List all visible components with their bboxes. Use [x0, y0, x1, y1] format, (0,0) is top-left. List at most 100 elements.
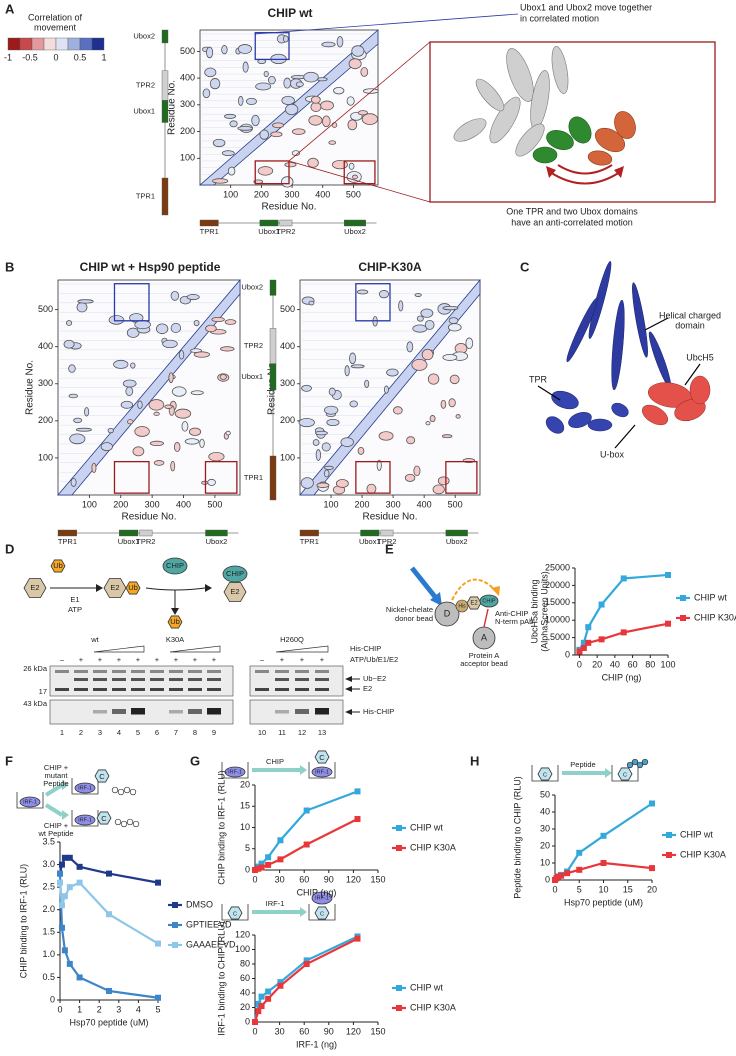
axis-label: Residue No.: [362, 512, 417, 523]
map-cluster: [77, 299, 94, 304]
map-cluster: [366, 483, 377, 494]
ubox1-green: [532, 146, 558, 164]
data-point: [61, 893, 68, 900]
domain-label: TPR1: [244, 473, 263, 482]
map-cluster: [237, 125, 253, 131]
helix-grey: [515, 123, 545, 157]
map-cluster: [170, 322, 182, 334]
domain-label: Ubox2: [206, 537, 228, 546]
pointer: [684, 363, 701, 386]
lane-number: 5: [136, 728, 140, 737]
data-point: [585, 639, 592, 646]
map-cluster: [153, 460, 165, 466]
ubox2-orange: [587, 150, 613, 166]
lane-number: 4: [117, 728, 121, 737]
legend-label: GAAAEEVD: [186, 939, 236, 949]
x-tick-label: 120: [346, 874, 361, 884]
map-cluster: [242, 61, 249, 73]
structure-label: domain: [675, 320, 705, 330]
domain-label: TPR1: [58, 537, 77, 546]
map-cluster: [134, 426, 150, 437]
lane-number: 2: [79, 728, 83, 737]
map-cluster: [134, 320, 151, 330]
data-point: [598, 601, 605, 608]
blot-band: [112, 688, 126, 691]
data-point: [576, 866, 583, 873]
ub-hex: [167, 615, 183, 629]
map-tick-label: 100: [82, 499, 97, 509]
y-tick-label: 5000: [550, 632, 570, 642]
map-cluster: [153, 411, 160, 417]
blot-band: [207, 670, 221, 673]
blot-band: [93, 710, 107, 714]
domain-label: TPR2: [276, 227, 295, 236]
colorbar-cell: [91, 37, 105, 51]
axis-label: Residue No.: [25, 360, 36, 415]
tpr-blue: [587, 418, 613, 432]
label: E2: [230, 587, 239, 596]
proximity-arc: [451, 578, 496, 601]
legend-label: CHIP wt: [410, 822, 443, 832]
data-point: [277, 982, 284, 989]
blot-band: [74, 678, 88, 681]
map-cluster: [441, 434, 453, 439]
data-point: [354, 935, 361, 942]
label: C: [319, 753, 325, 762]
panel-title: CHIP wt + Hsp90 peptide: [80, 260, 221, 274]
blot-band: [275, 678, 289, 681]
data-point: [265, 861, 272, 868]
data-point: [255, 865, 262, 872]
domain-block: [199, 219, 219, 227]
legend-marker: [666, 852, 672, 858]
chip-oval: [162, 557, 188, 575]
y-tick-label: 15: [240, 801, 250, 811]
data-point: [277, 837, 284, 844]
x-tick-label: 15: [623, 884, 633, 894]
domain-label: TPR2: [136, 80, 155, 89]
map-cluster: [364, 379, 370, 388]
domain-block: [269, 279, 277, 296]
map-cluster: [333, 86, 345, 95]
domain-block: [205, 529, 228, 537]
data-point: [265, 988, 272, 995]
y-tick-label: 20: [240, 1002, 250, 1012]
peptide-bead: [111, 786, 119, 794]
chip-hex: [227, 906, 243, 920]
blot-band: [188, 670, 202, 673]
map-cluster: [68, 364, 76, 373]
peptide-bead: [129, 788, 137, 796]
map-cluster: [295, 81, 304, 88]
label: CHIP: [266, 757, 284, 766]
y-tick-label: 1.5: [42, 927, 55, 937]
legend-label: CHIP wt: [694, 592, 727, 602]
group-label: K30A: [166, 635, 184, 644]
map-cluster: [392, 406, 403, 415]
legend-title: movement: [34, 22, 77, 32]
domain-label: Ubox1: [118, 537, 140, 546]
blot-band: [112, 709, 126, 714]
map-cluster: [270, 131, 283, 138]
y-tick-label: 20: [540, 840, 550, 850]
map-cluster: [320, 100, 334, 111]
map-tick-label: 400: [315, 189, 330, 199]
data-point: [265, 995, 272, 1002]
map-cluster: [361, 113, 379, 125]
arrow-head: [605, 768, 612, 778]
data-point: [649, 800, 655, 807]
x-tick-label: 90: [324, 1026, 334, 1036]
map-tick-label: 100: [223, 189, 238, 199]
x-axis-label: Hsp70 peptide (uM): [69, 1017, 148, 1027]
y-tick-label: 10: [240, 822, 250, 832]
ubch5-red: [641, 404, 669, 426]
helix-grey: [506, 48, 534, 102]
lane-sign: +: [174, 655, 179, 664]
data-point: [576, 849, 583, 856]
x-tick-label: 60: [628, 659, 638, 669]
lane-number: 10: [258, 728, 266, 737]
data-point: [58, 861, 65, 868]
label: ATP: [68, 605, 82, 614]
domain-block: [269, 363, 277, 391]
y-axis-label: Peptide binding to CHIP (RLU): [512, 776, 522, 898]
y-tick-label: 2.0: [42, 904, 55, 914]
domain-label: Ubox2: [446, 537, 468, 546]
